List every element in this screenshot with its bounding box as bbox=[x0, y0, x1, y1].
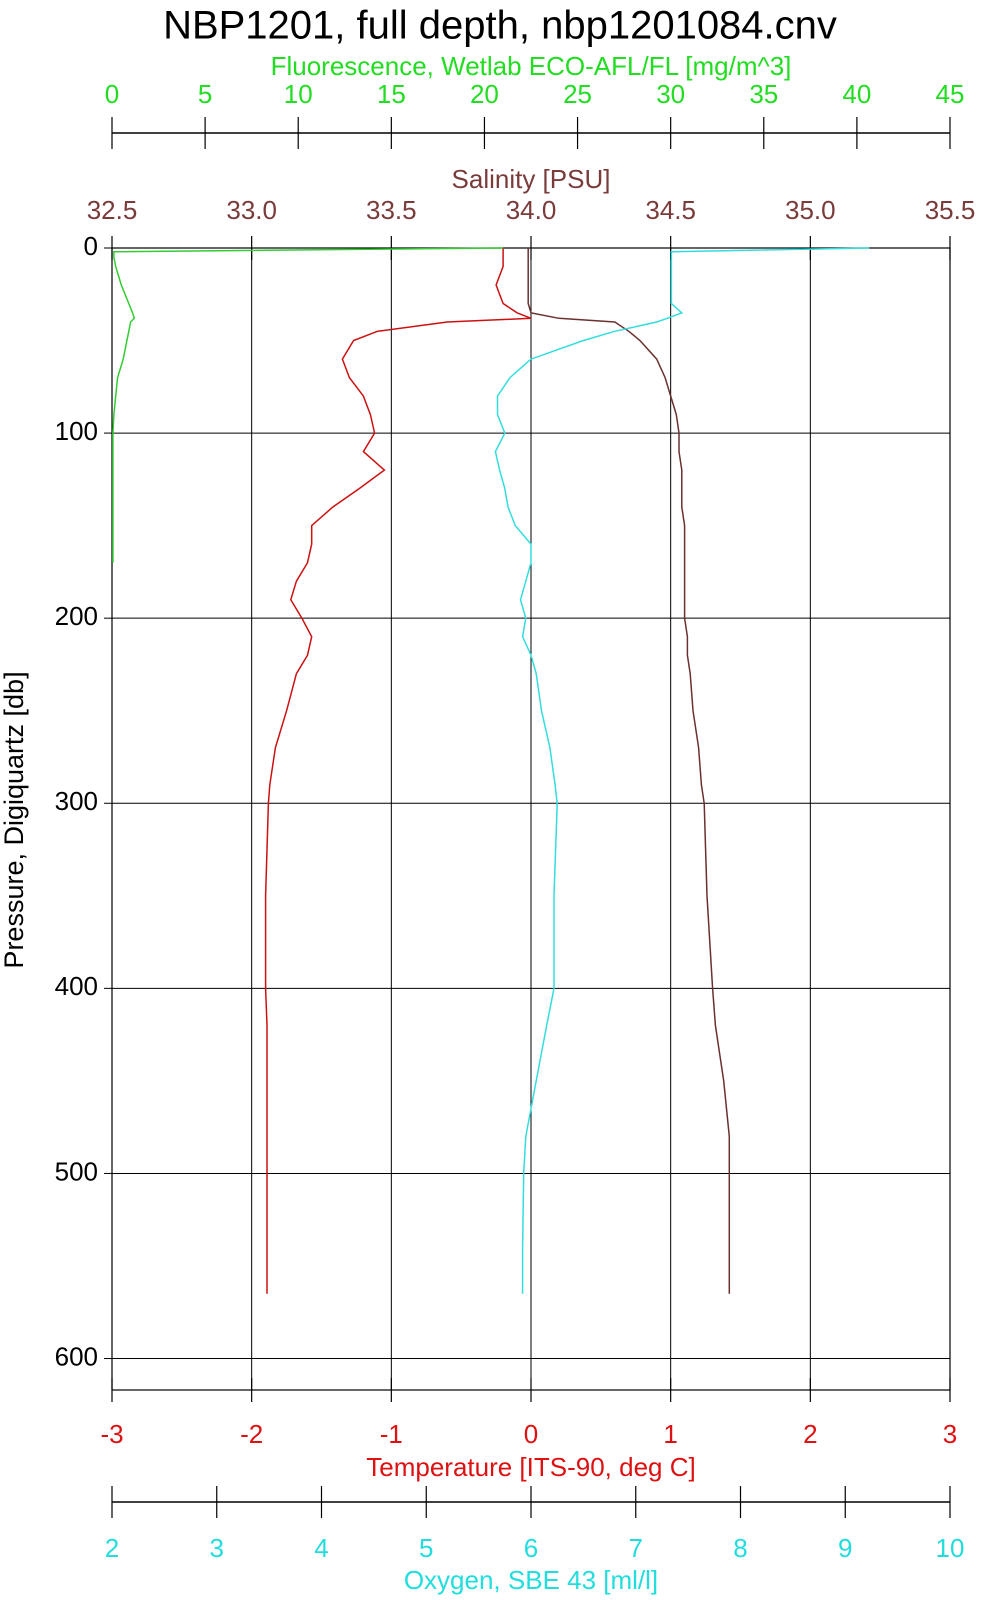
y-tick-label: 500 bbox=[55, 1156, 98, 1186]
x-tick-label: 6 bbox=[524, 1533, 538, 1563]
x-tick-label: 15 bbox=[377, 79, 406, 109]
y-tick-label: 0 bbox=[84, 231, 98, 261]
profile-line bbox=[494, 247, 870, 1294]
x-tick-label: 35 bbox=[749, 79, 778, 109]
x-tick-label: 35.0 bbox=[785, 195, 836, 225]
y-tick-label: 100 bbox=[55, 416, 98, 446]
x-tick-label: 9 bbox=[838, 1533, 852, 1563]
plot-frame bbox=[111, 247, 951, 1391]
x-tick-label: 25 bbox=[563, 79, 592, 109]
x-tick-label: 30 bbox=[656, 79, 685, 109]
x-tick-label: 10 bbox=[936, 1533, 965, 1563]
x-tick-label: -3 bbox=[100, 1419, 123, 1449]
x-tick-label: 34.0 bbox=[506, 195, 557, 225]
x-tick-label: 3 bbox=[943, 1419, 957, 1449]
y-tick-label: 200 bbox=[55, 601, 98, 631]
x-tick-label: 5 bbox=[198, 79, 212, 109]
chart-title: NBP1201, full depth, nbp1201084.cnv bbox=[163, 4, 837, 48]
x-axis-title: Temperature [ITS-90, deg C] bbox=[366, 1452, 695, 1482]
x-tick-label: 33.0 bbox=[226, 195, 277, 225]
profile-line bbox=[112, 247, 504, 563]
x-tick-label: 0 bbox=[524, 1419, 538, 1449]
x-tick-label: 33.5 bbox=[366, 195, 417, 225]
x-tick-label: 20 bbox=[470, 79, 499, 109]
y-tick-label: 300 bbox=[55, 786, 98, 816]
profile-line bbox=[264, 248, 532, 1294]
profile-line bbox=[527, 248, 731, 1294]
x-tick-label: 3 bbox=[210, 1533, 224, 1563]
x-tick-label: 32.5 bbox=[87, 195, 138, 225]
x-tick-label: 45 bbox=[936, 79, 965, 109]
x-axis-title: Oxygen, SBE 43 [ml/l] bbox=[404, 1565, 658, 1595]
y-tick-label: 400 bbox=[55, 971, 98, 1001]
y-tick-label: 600 bbox=[55, 1341, 98, 1371]
x-tick-label: 4 bbox=[314, 1533, 328, 1563]
x-tick-label: 2 bbox=[105, 1533, 119, 1563]
x-tick-label: 0 bbox=[105, 79, 119, 109]
x-axis-title: Salinity [PSU] bbox=[452, 164, 611, 194]
y-axis-label: Pressure, Digiquartz [db] bbox=[0, 671, 29, 968]
x-tick-label: 40 bbox=[842, 79, 871, 109]
x-tick-label: 8 bbox=[733, 1533, 747, 1563]
x-tick-label: 5 bbox=[419, 1533, 433, 1563]
x-tick-label: 7 bbox=[629, 1533, 643, 1563]
x-tick-label: 10 bbox=[284, 79, 313, 109]
x-tick-label: 34.5 bbox=[645, 195, 696, 225]
x-axis-title: Fluorescence, Wetlab ECO-AFL/FL [mg/m^3] bbox=[271, 51, 792, 81]
x-tick-label: -1 bbox=[380, 1419, 403, 1449]
x-tick-label: 2 bbox=[803, 1419, 817, 1449]
x-tick-label: 35.5 bbox=[925, 195, 976, 225]
x-tick-label: -2 bbox=[240, 1419, 263, 1449]
x-tick-label: 1 bbox=[663, 1419, 677, 1449]
